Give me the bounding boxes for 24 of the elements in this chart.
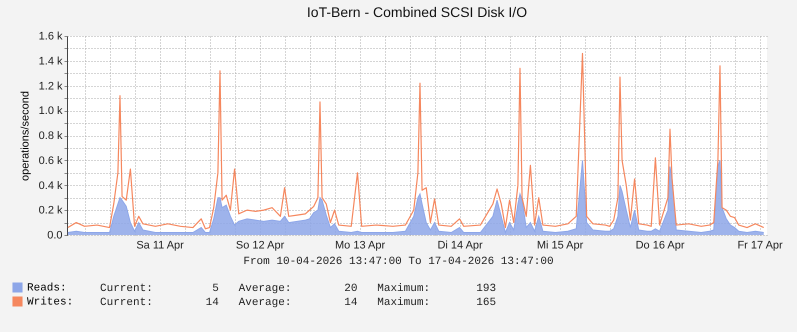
x-tick-label: Fr 17 Apr bbox=[737, 240, 784, 252]
line-series bbox=[67, 52, 764, 230]
chart-title: IoT-Bern - Combined SCSI Disk I/O bbox=[306, 4, 528, 20]
text: Current: 5 Average: 20 Maximum: 193 bbox=[100, 283, 496, 295]
x-tick-label: Sa 11 Apr bbox=[136, 240, 184, 252]
x-tick-label: Di 14 Apr bbox=[437, 240, 484, 252]
text: From 10-04-2026 13:47:00 To 17-04-2026 13:47:00 bbox=[242, 256, 555, 268]
y-tick-label: 1.4 k bbox=[38, 55, 63, 68]
x-tick-label: Mo 13 Apr bbox=[335, 240, 386, 252]
y-tick-label: 1.2 k bbox=[38, 80, 63, 92]
y-tick-label: 1.6 k bbox=[38, 30, 63, 42]
y-tick-label: 0.8 k bbox=[38, 130, 63, 142]
x-tick-label: So 12 Apr bbox=[236, 240, 285, 252]
text: Current: 14 Average: 14 Maximum: 165 bbox=[100, 297, 496, 309]
y-tick-label: 0.0 bbox=[47, 230, 62, 242]
y-tick-label: 0.6 k bbox=[38, 154, 63, 167]
x-tick-label: Mi 15 Apr bbox=[536, 240, 584, 252]
legend-label: Writes: bbox=[27, 296, 74, 308]
legend-label: Reads: bbox=[27, 282, 67, 294]
y-tick-label: 1.0 k bbox=[38, 105, 63, 118]
y-tick-label: 0.2 k bbox=[38, 204, 63, 217]
y-axis-title: operations/second bbox=[20, 91, 32, 181]
x-tick-label: Do 16 Apr bbox=[636, 240, 685, 252]
y-tick-label: 0.4 k bbox=[38, 180, 63, 192]
